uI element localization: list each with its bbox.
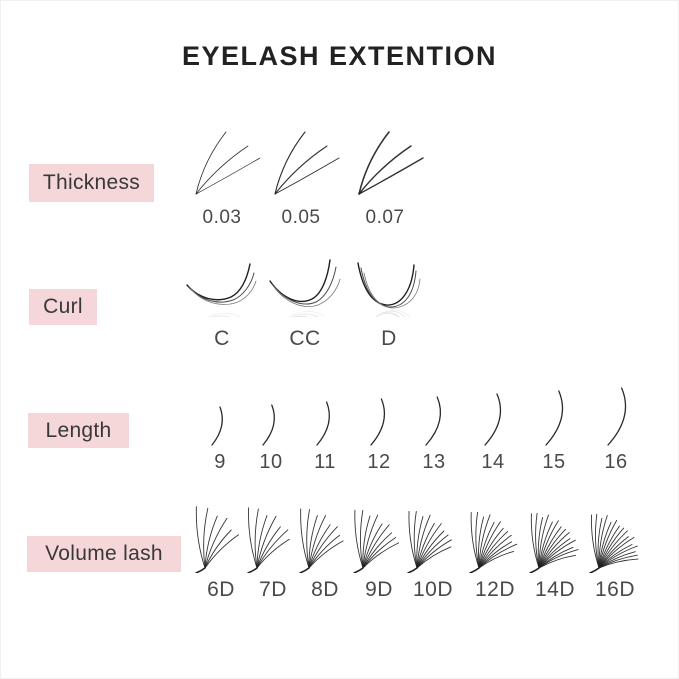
volume-fan-9d-icon xyxy=(353,509,400,573)
volume-option: 10D xyxy=(395,504,471,602)
volume-value: 8D xyxy=(311,578,339,601)
single-lash-icon xyxy=(425,396,442,446)
thickness-option: 0.05 xyxy=(256,126,346,229)
volume-option: 14D xyxy=(517,504,593,602)
single-lash-icon xyxy=(607,387,627,446)
length-value: 11 xyxy=(314,451,336,473)
curl-row-label: Curl xyxy=(29,289,97,325)
thickness-value: 0.03 xyxy=(202,207,242,228)
curl-option: CC xyxy=(260,259,350,351)
volume-row-label: Volume lash xyxy=(27,536,181,572)
lash-cluster-thin-icon xyxy=(195,131,261,195)
volume-value: 6D xyxy=(207,578,235,601)
length-value: 16 xyxy=(604,451,628,473)
volume-fan-12d-icon xyxy=(469,511,518,573)
thickness-value: 0.05 xyxy=(281,207,321,228)
volume-fan-10d-icon xyxy=(407,510,452,573)
curl-value: C xyxy=(214,327,230,350)
volume-fan-16d-icon xyxy=(589,513,639,573)
length-value: 9 xyxy=(214,451,226,473)
volume-option: 7D xyxy=(235,504,311,602)
thickness-value: 0.07 xyxy=(365,207,405,228)
thickness-option: 0.07 xyxy=(340,126,430,229)
volume-option: 8D xyxy=(287,504,363,602)
length-value: 13 xyxy=(422,451,446,473)
volume-fan-6d-icon xyxy=(195,506,239,573)
lash-cluster-medium-icon xyxy=(274,131,340,195)
curl-option: C xyxy=(177,259,267,351)
volume-fan-14d-icon xyxy=(529,512,579,573)
length-option: 15 xyxy=(532,390,576,474)
curl-value: CC xyxy=(289,327,321,350)
thickness-option: 0.03 xyxy=(177,126,267,229)
single-lash-icon xyxy=(211,406,223,446)
volume-option: 12D xyxy=(457,504,533,602)
length-row-label: Length xyxy=(28,413,129,448)
length-option: 10 xyxy=(249,394,293,474)
curl-option: D xyxy=(344,259,434,351)
length-option: 14 xyxy=(471,393,515,474)
curl-cc-icon xyxy=(269,259,341,317)
volume-value: 14D xyxy=(534,578,576,601)
volume-option: 9D xyxy=(341,504,417,602)
volume-value: 12D xyxy=(474,578,516,601)
single-lash-icon xyxy=(316,401,330,446)
volume-fan-8d-icon xyxy=(299,508,344,573)
volume-value: 10D xyxy=(412,578,454,601)
lash-cluster-thick-icon xyxy=(358,131,424,195)
curl-value: D xyxy=(381,327,397,350)
volume-value: 16D xyxy=(594,578,636,601)
curl-c-icon xyxy=(186,263,257,317)
length-option: 16 xyxy=(594,387,638,474)
length-value: 15 xyxy=(542,451,566,473)
length-value: 12 xyxy=(367,451,391,473)
curl-d-icon xyxy=(357,262,421,317)
thickness-row-label: Thickness xyxy=(29,164,154,202)
length-option: 9 xyxy=(198,394,242,474)
volume-value: 7D xyxy=(259,578,287,601)
length-value: 10 xyxy=(259,451,283,473)
volume-option: 6D xyxy=(183,504,259,602)
single-lash-icon xyxy=(545,390,564,446)
volume-option: 16D xyxy=(577,504,653,602)
volume-value: 9D xyxy=(365,578,393,601)
length-option: 13 xyxy=(412,394,456,474)
single-lash-icon xyxy=(484,393,502,446)
length-value: 14 xyxy=(481,451,505,473)
page-title: EYELASH EXTENTION xyxy=(181,41,498,71)
length-option: 12 xyxy=(357,394,401,474)
single-lash-icon xyxy=(262,404,275,446)
volume-fan-7d-icon xyxy=(247,507,290,573)
length-option: 11 xyxy=(303,394,347,474)
single-lash-icon xyxy=(370,398,385,446)
